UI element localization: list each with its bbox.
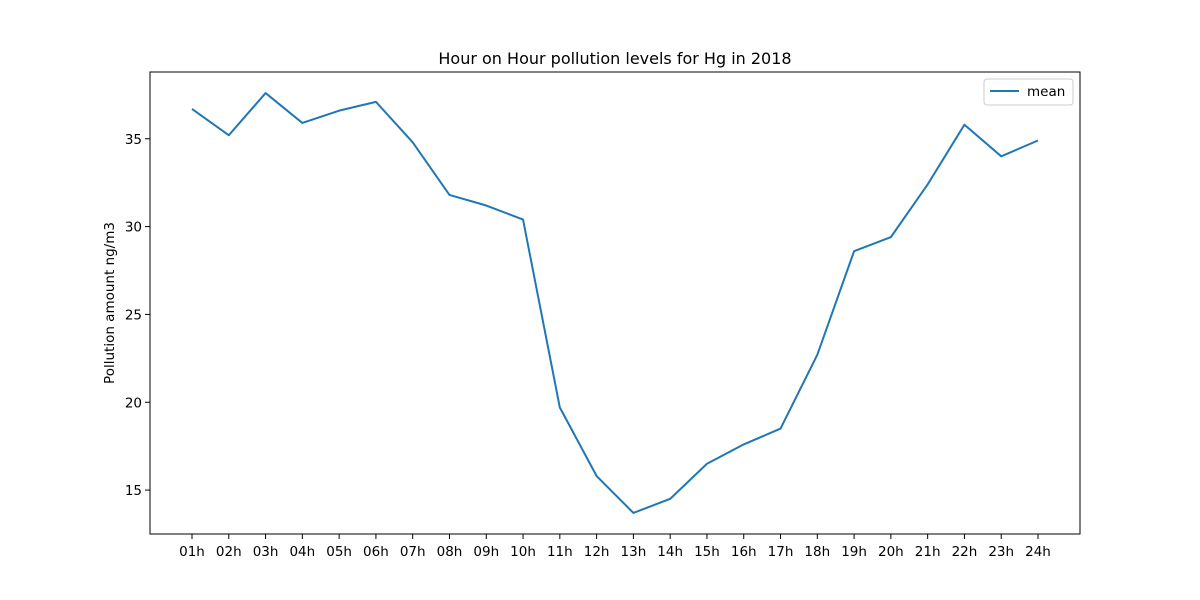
y-tick-label: 15 xyxy=(125,483,142,499)
series-line-mean xyxy=(191,92,1039,514)
y-tick-label: 20 xyxy=(125,395,142,411)
legend-box xyxy=(983,78,1074,106)
x-tick-label: 12h xyxy=(584,544,610,560)
y-tick-label: 25 xyxy=(125,307,142,323)
x-tick-label: 02h xyxy=(216,544,242,560)
x-axis: 01h 02h 03h 04h 05h 06h 07h 08h 09h 10h 11h 12h 13h 1… xyxy=(179,534,1051,560)
x-tick-label: 08h xyxy=(437,544,463,560)
x-tick-label: 05h xyxy=(326,544,352,560)
x-tick-label: 10h xyxy=(510,544,536,560)
x-tick-label: 15h xyxy=(694,544,720,560)
x-tick-label: 23h xyxy=(988,544,1014,560)
y-axis: 15 20 25 30 35 xyxy=(125,132,150,499)
x-tick-label: 03h xyxy=(253,544,279,560)
x-tick-label: 21h xyxy=(915,544,941,560)
legend-label: mean xyxy=(1027,84,1065,100)
x-tick-label: 24h xyxy=(1025,544,1051,560)
series-layer xyxy=(191,92,1039,514)
x-tick-label: 11h xyxy=(547,544,573,560)
y-tick-label: 30 xyxy=(125,220,142,236)
x-tick-label: 14h xyxy=(657,544,683,560)
x-tick-label: 01h xyxy=(179,544,205,560)
x-tick-label: 07h xyxy=(400,544,426,560)
x-tick-label: 06h xyxy=(363,544,389,560)
x-tick-label: 17h xyxy=(768,544,794,560)
legend: mean xyxy=(983,78,1074,106)
x-tick-label: 19h xyxy=(841,544,867,560)
x-tick-label: 22h xyxy=(952,544,978,560)
x-tick-label: 16h xyxy=(731,544,757,560)
x-tick-label: 09h xyxy=(473,544,499,560)
x-tick-label: 13h xyxy=(621,544,647,560)
chart-title: Hour on Hour pollution levels for Hg in … xyxy=(438,49,791,68)
x-tick-label: 18h xyxy=(804,544,830,560)
y-tick-label: 35 xyxy=(125,132,142,148)
plot-area xyxy=(149,71,1081,535)
x-tick-label: 20h xyxy=(878,544,904,560)
x-tick-label: 04h xyxy=(289,544,315,560)
y-axis-label: Pollution amount ng/m3 xyxy=(102,222,118,384)
